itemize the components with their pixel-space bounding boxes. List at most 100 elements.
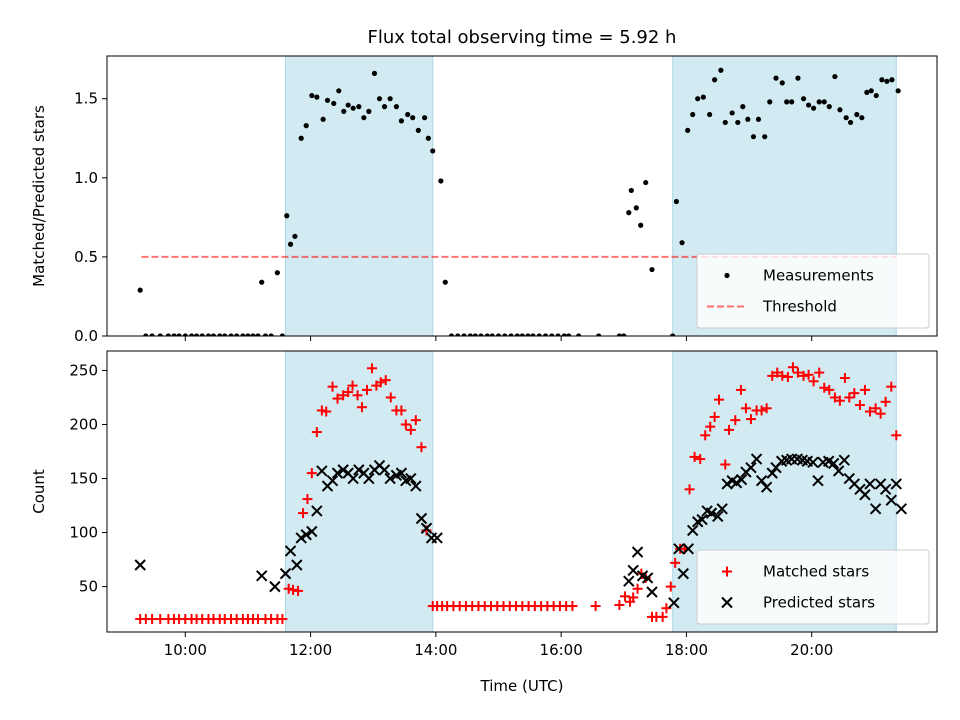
- data-point-x: [735, 473, 748, 486]
- data-point-x: [284, 545, 297, 557]
- legend-label: Matched stars: [763, 563, 869, 581]
- data-point-x: [646, 586, 658, 598]
- data-point-plus: [567, 601, 578, 612]
- data-point-dot: [549, 333, 555, 336]
- data-point-plus: [875, 408, 886, 419]
- data-point-dot: [284, 213, 290, 219]
- data-point-plus: [859, 384, 870, 395]
- data-point-x: [395, 467, 408, 479]
- data-point-dot: [366, 108, 372, 114]
- data-point-plus: [665, 581, 676, 592]
- data-point-dot: [633, 205, 639, 211]
- data-point-dot: [438, 178, 444, 184]
- data-point-dot: [448, 333, 455, 336]
- data-point-dot: [722, 119, 728, 126]
- data-point-dot: [695, 96, 701, 102]
- data-point-dot: [859, 115, 865, 121]
- y-tick-label: 0.0: [74, 327, 98, 345]
- data-point-plus: [283, 583, 294, 594]
- data-point-x: [134, 559, 146, 571]
- data-point-dot: [361, 115, 367, 121]
- data-point-x: [410, 480, 422, 492]
- data-point-x: [378, 464, 391, 476]
- legend-box: [696, 253, 930, 329]
- data-point-x: [256, 570, 268, 582]
- data-point-dot: [821, 99, 827, 105]
- data-point-plus: [891, 430, 902, 441]
- data-point-dot: [188, 333, 195, 336]
- data-point-dot: [685, 127, 691, 133]
- data-point-plus: [306, 468, 317, 479]
- data-point-x: [730, 477, 743, 489]
- data-point-plus: [782, 371, 793, 382]
- data-point-x: [832, 465, 845, 477]
- data-point-plus: [730, 415, 741, 426]
- data-point-dot: [767, 99, 773, 105]
- legend-box: [696, 549, 930, 625]
- data-point-dot: [398, 118, 405, 124]
- data-point-dot: [336, 88, 342, 94]
- data-point-plus: [714, 394, 725, 405]
- data-point-x: [712, 510, 724, 523]
- data-point-dot: [576, 333, 582, 336]
- data-point-x: [766, 467, 778, 479]
- data-point-dot: [149, 333, 155, 336]
- top-panel: 0.0 0.5 1.0 1.5 Matched/Predicted stars Measu…: [30, 55, 938, 345]
- shaded-interval-1: [285, 350, 434, 633]
- data-point-x: [331, 467, 344, 479]
- y-axis-label: Matched/Predicted stars: [30, 105, 48, 287]
- data-point-dot: [789, 99, 795, 105]
- data-point-plus: [880, 396, 891, 407]
- data-point-x: [869, 503, 882, 515]
- data-point-dot: [341, 108, 347, 114]
- data-point-dot: [467, 333, 473, 336]
- data-point-dot: [745, 116, 751, 122]
- data-point-x: [895, 503, 908, 515]
- data-point-x: [827, 457, 840, 470]
- data-point-plus: [288, 584, 299, 595]
- data-point-plus: [740, 403, 751, 414]
- y-tick-label: 100: [69, 524, 98, 542]
- data-point-plus: [385, 392, 396, 403]
- data-point-x: [431, 532, 443, 544]
- data-point-dot: [210, 333, 217, 336]
- data-point-dot: [255, 333, 261, 336]
- data-point-dot: [228, 333, 234, 336]
- data-point-dot: [837, 107, 843, 113]
- data-point-dot: [805, 102, 812, 108]
- data-point-plus: [756, 405, 767, 416]
- data-point-dot: [800, 96, 807, 102]
- data-point-x: [885, 494, 897, 506]
- data-point-x: [384, 472, 396, 485]
- y-tick-label: 150: [69, 470, 98, 488]
- data-point-x: [677, 567, 690, 580]
- data-point-x: [291, 559, 303, 571]
- data-point-dot: [784, 99, 790, 105]
- data-point-x: [682, 543, 695, 555]
- data-point-plus: [772, 367, 783, 378]
- data-point-x: [311, 505, 323, 517]
- data-point-dot: [143, 333, 149, 336]
- data-point-x: [750, 453, 763, 465]
- data-point-plus: [375, 377, 386, 388]
- data-point-x: [890, 478, 902, 490]
- data-point-dot: [502, 333, 508, 336]
- data-point-dot: [171, 333, 177, 336]
- data-point-dot: [843, 115, 849, 121]
- data-point-dot: [530, 333, 536, 336]
- data-point-plus: [343, 387, 354, 398]
- data-point-dot: [259, 279, 265, 285]
- data-point-dot: [410, 115, 416, 121]
- data-point-dot: [165, 333, 171, 336]
- x-tick-label: 16:00: [540, 641, 583, 659]
- data-point-dot: [718, 67, 724, 73]
- data-point-dot: [495, 333, 502, 336]
- data-point-plus: [321, 406, 332, 417]
- data-point-plus: [819, 382, 830, 393]
- data-point-dot: [729, 110, 735, 116]
- legend-marker: [721, 596, 733, 609]
- legend-label: Threshold: [762, 298, 837, 316]
- data-point-plus: [709, 411, 720, 422]
- data-point-plus: [361, 384, 372, 395]
- data-point-x: [686, 524, 699, 537]
